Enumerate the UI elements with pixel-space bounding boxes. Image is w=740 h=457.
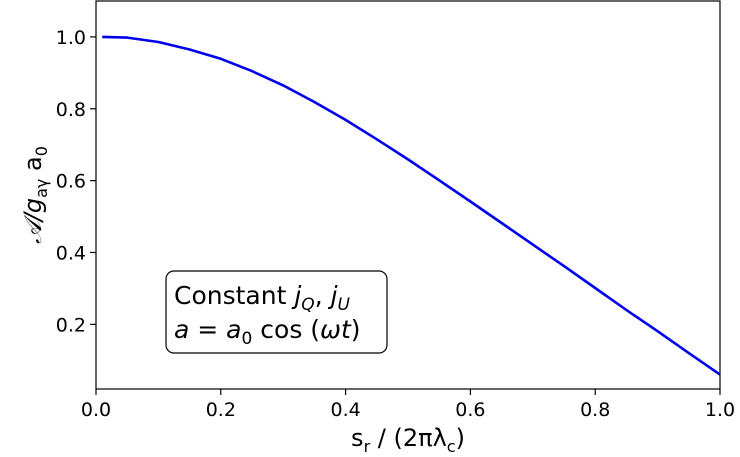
series-layer — [102, 35, 721, 376]
x-tick-label: 0.0 — [81, 399, 111, 421]
annotation-line-1: Constant jQ, jU — [174, 281, 351, 315]
y-tick-label: 0.4 — [56, 242, 86, 264]
x-tick-label: 0.4 — [330, 399, 360, 421]
x-tick-label: 0.8 — [580, 399, 610, 421]
y-tick-label: 0.6 — [56, 171, 86, 193]
annotation-box: Constant jQ, jU a = a0 cos (ωt) — [165, 270, 388, 354]
series-line — [102, 35, 721, 376]
x-tick-label: 1.0 — [705, 399, 735, 421]
y-axis-label: 𝒜/gaγ a0 — [19, 146, 51, 244]
x-axis-label: sr / (2πλc) — [351, 424, 465, 456]
x-tick-label: 0.2 — [206, 399, 236, 421]
annotation-line-2: a = a0 cos (ωt) — [174, 315, 361, 349]
plot-area — [95, 0, 721, 390]
y-tick-label: 0.8 — [56, 99, 86, 121]
x-tick-label: 0.6 — [455, 399, 485, 421]
y-tick-label: 0.2 — [56, 314, 86, 336]
plot-frame — [95, 0, 721, 390]
y-tick-label: 1.0 — [56, 27, 86, 49]
ticks-layer: 0.0 0.2 0.4 0.6 0.8 1.0 0.2 0.4 0.6 0.8 1.0 — [56, 27, 735, 421]
annotation-frame — [165, 270, 388, 354]
